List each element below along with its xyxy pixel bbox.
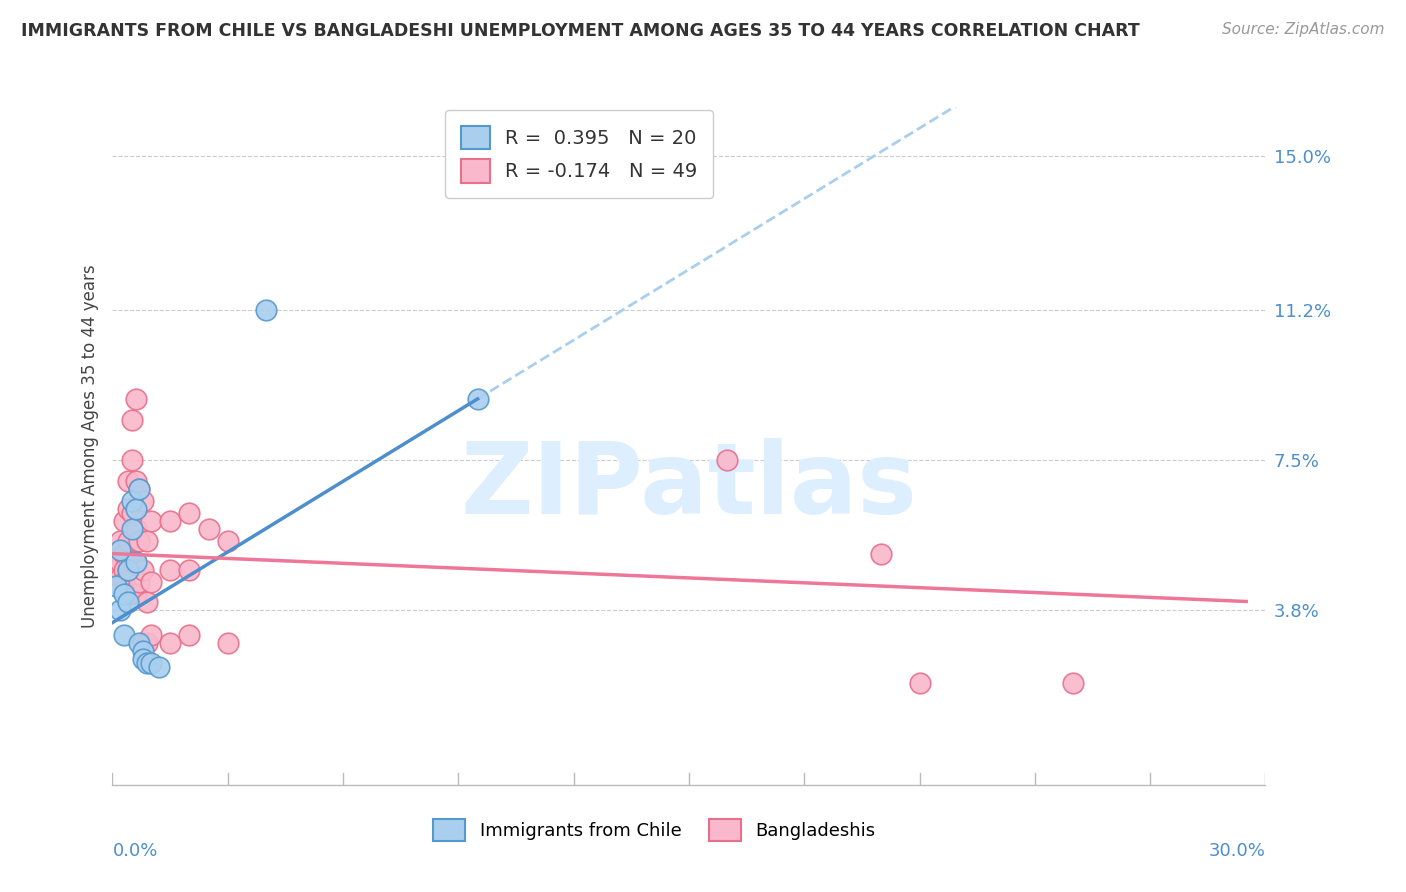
Point bbox=[112, 547, 135, 561]
Point bbox=[112, 563, 135, 577]
Point bbox=[128, 574, 150, 589]
Point bbox=[128, 482, 150, 496]
Point bbox=[121, 506, 143, 520]
Point bbox=[121, 453, 143, 467]
Point bbox=[159, 563, 181, 577]
Point bbox=[108, 542, 131, 557]
Point bbox=[112, 574, 135, 589]
Point bbox=[1062, 676, 1084, 690]
Point bbox=[121, 555, 143, 569]
Text: IMMIGRANTS FROM CHILE VS BANGLADESHI UNEMPLOYMENT AMONG AGES 35 TO 44 YEARS CORR: IMMIGRANTS FROM CHILE VS BANGLADESHI UNE… bbox=[21, 22, 1140, 40]
Point bbox=[117, 587, 139, 601]
Point bbox=[117, 534, 139, 549]
Point bbox=[132, 652, 155, 666]
Point bbox=[128, 482, 150, 496]
Point bbox=[467, 392, 489, 407]
Point bbox=[139, 574, 162, 589]
Point bbox=[128, 636, 150, 650]
Point bbox=[132, 563, 155, 577]
Y-axis label: Unemployment Among Ages 35 to 44 years: Unemployment Among Ages 35 to 44 years bbox=[80, 264, 98, 628]
Point bbox=[139, 628, 162, 642]
Point bbox=[112, 583, 135, 598]
Point bbox=[908, 676, 931, 690]
Point bbox=[139, 656, 162, 670]
Point bbox=[112, 514, 135, 528]
Point bbox=[179, 506, 201, 520]
Point bbox=[105, 579, 128, 593]
Point bbox=[112, 628, 135, 642]
Point bbox=[179, 628, 201, 642]
Point bbox=[136, 656, 159, 670]
Point bbox=[124, 555, 146, 569]
Point bbox=[132, 493, 155, 508]
Point bbox=[121, 493, 143, 508]
Legend: Immigrants from Chile, Bangladeshis: Immigrants from Chile, Bangladeshis bbox=[423, 811, 884, 850]
Point bbox=[117, 563, 139, 577]
Point bbox=[108, 534, 131, 549]
Point bbox=[159, 514, 181, 528]
Point bbox=[136, 636, 159, 650]
Point bbox=[124, 555, 146, 569]
Point bbox=[117, 563, 139, 577]
Point bbox=[124, 587, 146, 601]
Point bbox=[108, 603, 131, 617]
Point bbox=[108, 571, 131, 585]
Point bbox=[121, 412, 143, 426]
Point bbox=[124, 522, 146, 536]
Text: 0.0%: 0.0% bbox=[112, 842, 157, 860]
Point bbox=[124, 502, 146, 516]
Point bbox=[112, 587, 135, 601]
Text: ZIPatlas: ZIPatlas bbox=[461, 438, 917, 535]
Point bbox=[132, 644, 155, 658]
Point bbox=[105, 547, 128, 561]
Text: 30.0%: 30.0% bbox=[1209, 842, 1265, 860]
Point bbox=[121, 522, 143, 536]
Point bbox=[117, 502, 139, 516]
Point bbox=[128, 534, 150, 549]
Point bbox=[217, 636, 239, 650]
Point bbox=[105, 563, 128, 577]
Point bbox=[117, 474, 139, 488]
Point bbox=[148, 660, 170, 674]
Point bbox=[159, 636, 181, 650]
Point bbox=[716, 453, 738, 467]
Point bbox=[197, 522, 219, 536]
Point bbox=[124, 474, 146, 488]
Point bbox=[870, 547, 893, 561]
Point bbox=[254, 303, 277, 318]
Point bbox=[139, 514, 162, 528]
Point bbox=[136, 534, 159, 549]
Point bbox=[136, 595, 159, 609]
Point bbox=[132, 636, 155, 650]
Point bbox=[117, 595, 139, 609]
Point bbox=[124, 392, 146, 407]
Point bbox=[217, 534, 239, 549]
Point bbox=[179, 563, 201, 577]
Point bbox=[108, 555, 131, 569]
Text: Source: ZipAtlas.com: Source: ZipAtlas.com bbox=[1222, 22, 1385, 37]
